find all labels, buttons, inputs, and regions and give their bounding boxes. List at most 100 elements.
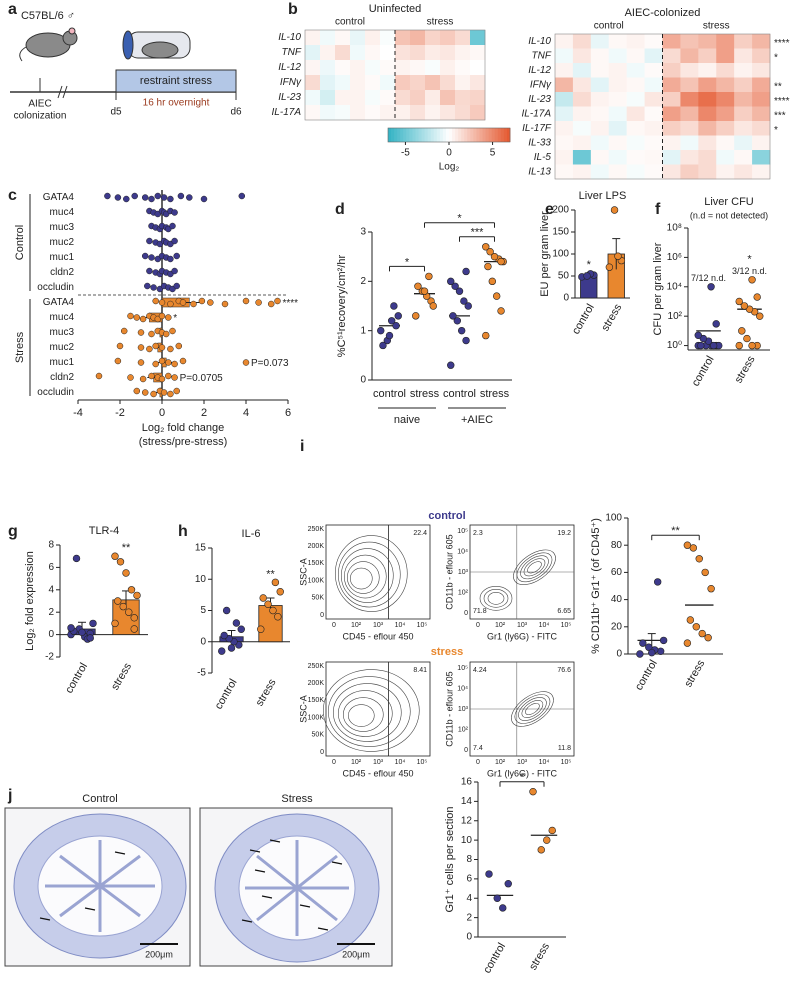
heat-cell xyxy=(662,121,681,136)
annotation: * xyxy=(587,259,592,271)
heat-cell xyxy=(395,45,411,61)
group-label: control xyxy=(335,17,365,28)
heat-cell xyxy=(590,135,610,151)
heat-cell xyxy=(680,164,699,180)
flow-tick-label: 10² xyxy=(351,622,362,629)
panel-label: c xyxy=(8,187,17,204)
colorbar-step xyxy=(421,128,425,142)
x-tick-label: stress xyxy=(410,388,440,400)
point xyxy=(488,277,497,286)
heat-cell xyxy=(470,90,486,106)
row-label: IL-12 xyxy=(528,65,551,76)
contour xyxy=(520,555,549,580)
point xyxy=(137,359,145,366)
point xyxy=(529,787,537,796)
heat-cell xyxy=(470,105,486,121)
mouse-strain: C57BL/6 ♂ xyxy=(21,10,75,22)
heat-cell xyxy=(555,48,574,64)
point xyxy=(257,625,265,633)
point xyxy=(653,578,662,586)
quadrant-value: 2.3 xyxy=(473,530,483,537)
heat-cell xyxy=(626,77,645,93)
point xyxy=(490,252,499,261)
heat-cell xyxy=(455,90,471,106)
heat-cell xyxy=(698,150,717,165)
heat-cell xyxy=(716,121,735,136)
flow-axis-label: CD11b - eflour 605 xyxy=(444,671,454,746)
quadrant-value: 6.65 xyxy=(557,608,571,615)
heat-cell xyxy=(734,34,753,49)
heat-cell xyxy=(380,60,396,76)
point xyxy=(116,558,125,566)
heat-cell xyxy=(752,34,771,49)
y-tick-label: 6 xyxy=(466,874,472,885)
heat-cell xyxy=(572,34,592,49)
flow-tick-label: 10⁴ xyxy=(539,759,550,766)
heat-cell xyxy=(608,48,627,64)
colorbar-step xyxy=(388,128,392,142)
point xyxy=(139,315,147,323)
point xyxy=(114,357,122,365)
point xyxy=(167,255,174,263)
heat-cell xyxy=(608,106,627,122)
point xyxy=(167,195,174,203)
x-tick-label: control xyxy=(481,941,508,976)
colorbar-step xyxy=(445,128,450,142)
heat-cell xyxy=(644,164,663,180)
flow-tick-label: 150K xyxy=(308,697,325,704)
aiec-label: AIEC xyxy=(28,99,51,110)
flow-tick-label: 10⁵ xyxy=(457,528,468,535)
point xyxy=(237,625,245,633)
point xyxy=(447,277,455,286)
point xyxy=(695,555,703,563)
image-title: Control xyxy=(82,793,117,805)
heat-cell xyxy=(365,30,381,46)
x-tick-label: control xyxy=(63,661,90,696)
point xyxy=(683,639,692,647)
break-mark xyxy=(57,85,63,99)
heat-cell xyxy=(590,92,610,107)
heat-cell xyxy=(350,60,366,76)
point xyxy=(89,619,97,628)
chart-subtitle: (n.d = not detected) xyxy=(690,210,768,220)
heat-cell xyxy=(680,34,699,49)
heat-cell xyxy=(644,63,663,78)
point xyxy=(748,276,756,284)
significance: * xyxy=(457,213,462,225)
point xyxy=(146,237,153,245)
heat-cell xyxy=(365,90,381,106)
point xyxy=(200,195,208,203)
diagram xyxy=(10,27,237,100)
heat-cell xyxy=(608,92,627,107)
point xyxy=(169,327,176,335)
condition-label: stress xyxy=(431,646,463,658)
point xyxy=(67,624,75,632)
y-axis-label: % CD11b⁺ Gr1⁺ (of CD45⁺) xyxy=(590,518,602,654)
point xyxy=(158,344,166,351)
point xyxy=(158,312,166,320)
contour xyxy=(332,683,402,742)
point xyxy=(492,292,501,300)
point xyxy=(218,647,226,655)
heat-cell xyxy=(350,45,366,61)
heatmap-title: Uninfected xyxy=(369,3,422,15)
flow-tick-label: 10⁵ xyxy=(417,759,428,766)
x-tick-label: -4 xyxy=(73,407,83,419)
point xyxy=(148,330,155,338)
heat-cell xyxy=(440,30,456,46)
gate-value: 22.4 xyxy=(413,530,427,537)
flow-tick-label: 10² xyxy=(351,759,362,766)
overnight-label: 16 hr overnight xyxy=(143,98,210,109)
point xyxy=(127,374,134,381)
quadrant-value: 7.4 xyxy=(473,745,483,752)
heat-cell xyxy=(380,105,396,121)
flow-tick-label: 10⁴ xyxy=(457,685,468,692)
point xyxy=(449,312,457,320)
contour xyxy=(518,697,547,721)
group-label: Control xyxy=(14,225,26,260)
point xyxy=(72,554,81,563)
colorbar-step xyxy=(503,128,508,142)
flow-tick-label: 10² xyxy=(458,589,469,596)
point xyxy=(162,330,170,338)
flow-tick-label: 10³ xyxy=(373,759,384,766)
